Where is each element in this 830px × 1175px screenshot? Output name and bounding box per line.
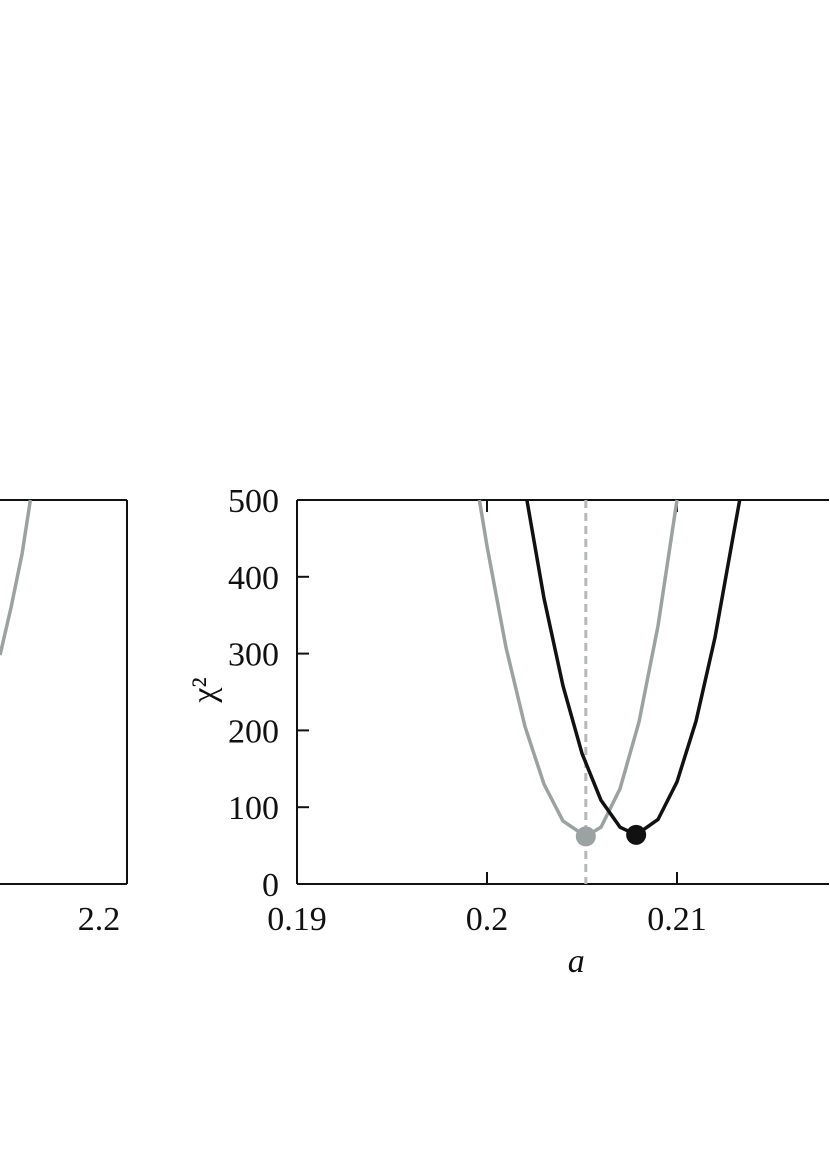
x-tick-label: 0.19 <box>267 901 327 938</box>
y-tick-label: 500 <box>228 483 279 520</box>
curve <box>525 499 742 837</box>
y-tick-label: 400 <box>228 560 279 597</box>
x-tick-label: 2.2 <box>78 901 121 938</box>
x-tick-label: 0.2 <box>466 901 509 938</box>
y-tick-label: 200 <box>228 713 279 750</box>
curve <box>477 499 679 839</box>
minimum-marker <box>626 824 647 845</box>
y-tick-label: 100 <box>228 790 279 827</box>
y-tick-label: 0 <box>262 867 279 904</box>
y-tick-label: 300 <box>228 637 279 674</box>
y-axis-label: χ² <box>186 677 223 703</box>
minimum-marker <box>575 826 596 847</box>
curve <box>0 499 33 656</box>
x-tick-label: 0.21 <box>647 901 707 938</box>
x-axis-label: a <box>568 943 585 980</box>
